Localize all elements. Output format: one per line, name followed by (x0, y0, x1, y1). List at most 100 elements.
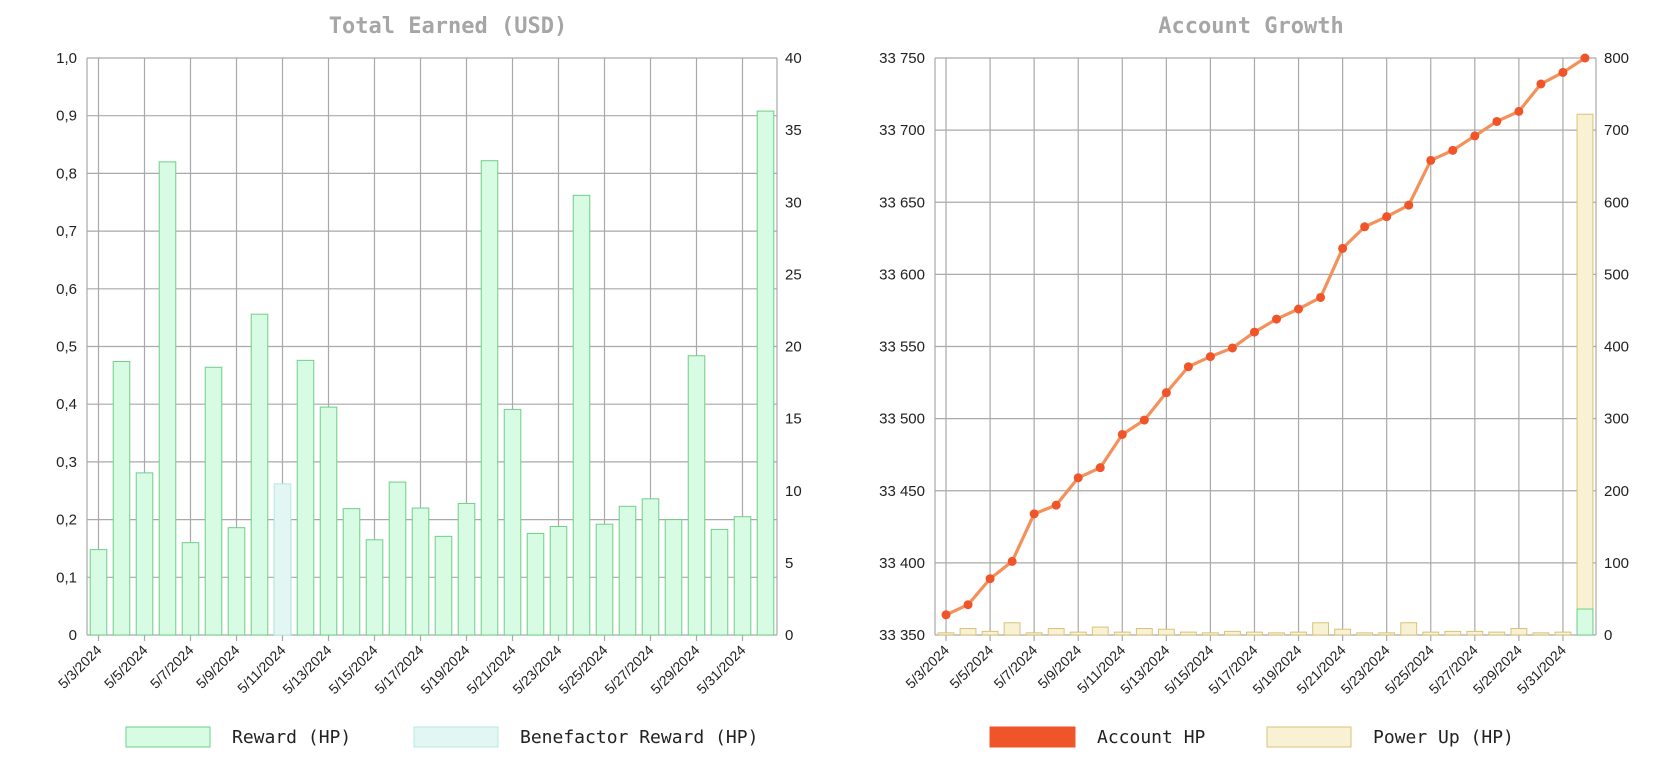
power-up-bar (981, 630, 999, 636)
y-tick-label-right: 30 (785, 194, 802, 211)
power-up-bar (1466, 630, 1484, 636)
reward-bar (756, 110, 775, 636)
y-tick-label-right: 35 (785, 122, 802, 139)
legend-swatch-benefactor-reward[interactable] (413, 726, 499, 748)
x-tick-label: 5/27/2024 (601, 642, 657, 698)
power-up-bar (1201, 632, 1219, 636)
y-tick-label-right: 600 (1604, 194, 1629, 211)
y-tick-label-left: 33 450 (879, 483, 925, 500)
legend-label-power-up[interactable]: Power Up (HP) (1373, 727, 1514, 748)
account-hp-point (1426, 155, 1436, 165)
power-up-bar (937, 632, 955, 636)
power-up-bar (1312, 622, 1330, 636)
reward-bar (503, 408, 522, 636)
reward-bar (342, 508, 361, 636)
account-hp-point (1117, 429, 1127, 439)
account-hp-point (1073, 473, 1083, 483)
reward-bar (526, 532, 545, 636)
reward-bar (549, 526, 568, 636)
power-up-bar (1113, 631, 1131, 636)
reward-bar (135, 472, 154, 636)
power-up-bar (1334, 628, 1352, 636)
reward-bar (181, 542, 200, 636)
power-up-bar (1268, 632, 1285, 636)
account-hp-point (1249, 327, 1259, 337)
y-tick-label-left: 33 550 (879, 339, 925, 356)
reward-bar (89, 549, 108, 636)
y-axis-right: 0 100 200 300 400 500 600 700 800 (1604, 50, 1629, 644)
account-hp-point (1227, 343, 1237, 353)
legend-swatch-account-hp[interactable] (989, 726, 1076, 748)
account-hp-point (1294, 304, 1304, 314)
x-tick-label: 5/17/2024 (371, 642, 427, 698)
line-series (941, 53, 1590, 620)
reward-bar (411, 507, 430, 636)
account-hp-point (1404, 200, 1414, 210)
account-hp-point (1139, 415, 1149, 425)
y-tick-label-right: 800 (1604, 50, 1629, 67)
reward-bar (204, 366, 223, 636)
x-tick-label: 5/21/2024 (463, 642, 519, 698)
reward-bar (388, 481, 407, 636)
reward-bar (227, 527, 246, 636)
y-tick-label-left: 33 750 (879, 50, 925, 67)
y-tick-label-left: 33 350 (879, 627, 925, 644)
power-up-bar (1135, 628, 1153, 636)
x-tick-label: 5/29/2024 (647, 642, 703, 698)
account-hp-point (941, 610, 951, 620)
legend-label-account-hp[interactable]: Account HP (1097, 727, 1206, 748)
legend-label-benefactor-reward[interactable]: Benefactor Reward (HP) (520, 727, 758, 748)
x-tick-label: 5/31/2024 (693, 642, 749, 698)
bars (89, 110, 775, 636)
account-hp-point (1360, 222, 1370, 232)
power-up-bar (1003, 622, 1021, 636)
account-hp-point (1007, 556, 1017, 566)
power-up-bar (1025, 632, 1043, 636)
legend-swatch-reward[interactable] (125, 726, 211, 748)
account-hp-point (1382, 212, 1392, 222)
power-up-bar (1356, 632, 1374, 636)
power-up-bar (1224, 630, 1241, 636)
x-tick-label: 5/25/2024 (555, 642, 611, 698)
power-up-bar (1400, 622, 1418, 636)
y-tick-label-left: 0,8 (56, 165, 77, 182)
y-tick-label-right: 0 (785, 627, 793, 644)
x-tick-label: 5/31/2024 (1514, 642, 1570, 698)
account-hp-point (1205, 352, 1215, 362)
x-tick-label: 5/7/2024 (147, 642, 197, 692)
account-hp-point (1183, 362, 1193, 372)
y-tick-label-right: 5 (785, 555, 793, 572)
reward-bar (641, 498, 660, 636)
reward-bar (158, 161, 177, 636)
y-axis-right: 0 5 10 15 20 25 30 35 40 (785, 50, 802, 644)
y-tick-label-right: 0 (1604, 627, 1612, 644)
y-tick-label-right: 400 (1604, 339, 1629, 356)
account-hp-point (1558, 67, 1568, 77)
power-up-bar (959, 628, 977, 636)
power-up-bar (1157, 628, 1175, 636)
reward-bar (664, 519, 683, 636)
account-hp-point (1029, 509, 1039, 519)
total-earned-chart: Total Earned (USD) 0 0,1 0,2 0,3 0,4 0,5 0,6 0,… (55, 14, 802, 748)
reward-bar (112, 361, 131, 636)
power-up-bar (1488, 631, 1506, 636)
x-tick-label: 5/3/2024 (55, 642, 105, 692)
y-tick-label-left: 0,5 (56, 339, 77, 356)
y-tick-label-right: 700 (1604, 122, 1629, 139)
y-tick-label-left: 33 400 (879, 555, 925, 572)
power-up-bar (1444, 630, 1462, 636)
power-up-bar (1179, 631, 1197, 636)
x-tick-label: 5/23/2024 (509, 642, 565, 698)
legend-label-reward[interactable]: Reward (HP) (232, 727, 351, 748)
y-tick-label-right: 500 (1604, 266, 1629, 283)
reward-bar (572, 194, 591, 636)
y-tick-label-left: 0,6 (56, 281, 77, 298)
bars (937, 113, 1594, 636)
legend-swatch-power-up[interactable] (1266, 726, 1352, 748)
power-up-bar (1047, 628, 1065, 636)
power-up-bar (1290, 631, 1307, 636)
y-tick-label-right: 40 (785, 50, 802, 67)
reward-bar (687, 355, 706, 636)
reward-bar (480, 160, 499, 636)
